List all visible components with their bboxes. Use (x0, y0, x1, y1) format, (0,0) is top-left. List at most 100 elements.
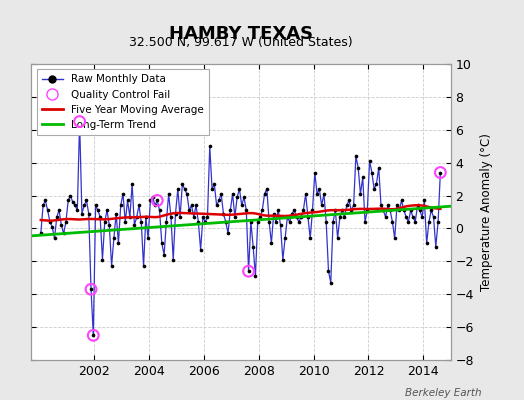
Point (384, 202, 392, 209)
Point (432, 243, 440, 250)
Point (297, 214, 305, 220)
Point (368, 169, 376, 176)
Point (91, 202, 100, 209)
Y-axis label: Temperature Anomaly (°C): Temperature Anomaly (°C) (479, 133, 493, 291)
Point (169, 256, 178, 263)
Point (333, 235, 342, 242)
Point (210, 181, 219, 187)
Point (64, 197, 72, 204)
Point (260, 191, 269, 197)
Point (379, 207, 387, 214)
Point (416, 207, 424, 214)
Point (244, 268, 253, 274)
Point (336, 214, 344, 220)
Point (224, 230, 232, 236)
Point (84, 210, 93, 217)
Point (237, 202, 246, 209)
Point (112, 210, 121, 217)
Point (338, 207, 346, 214)
Point (43, 207, 52, 214)
Point (281, 235, 289, 242)
Point (137, 219, 146, 225)
Point (358, 174, 367, 181)
Point (205, 143, 214, 150)
Point (315, 186, 323, 192)
Point (48, 224, 57, 230)
Point (244, 268, 253, 274)
Point (413, 202, 422, 209)
Point (133, 214, 141, 220)
Point (418, 214, 427, 220)
Point (217, 191, 225, 197)
Point (258, 207, 267, 214)
Point (176, 214, 184, 220)
Point (372, 181, 380, 187)
Point (57, 222, 66, 228)
Point (192, 202, 200, 209)
Point (290, 207, 299, 214)
Point (397, 197, 406, 204)
Point (39, 202, 47, 209)
Point (301, 191, 310, 197)
Point (267, 240, 276, 246)
Point (103, 207, 111, 214)
Point (390, 235, 399, 242)
Point (299, 207, 308, 214)
Point (148, 194, 157, 200)
Point (110, 235, 118, 242)
Point (215, 197, 223, 204)
Point (178, 181, 187, 187)
Point (247, 219, 255, 225)
Point (126, 214, 134, 220)
Point (228, 191, 237, 197)
Point (69, 199, 77, 205)
Point (249, 243, 257, 250)
Point (94, 207, 102, 214)
Point (436, 169, 444, 176)
Point (89, 332, 97, 338)
Point (304, 214, 312, 220)
Point (107, 263, 116, 270)
Point (354, 164, 363, 171)
Point (62, 219, 70, 225)
Point (96, 214, 104, 220)
Point (402, 214, 410, 220)
Point (82, 197, 91, 204)
Point (294, 219, 303, 225)
Point (269, 210, 278, 217)
Point (165, 191, 173, 197)
Point (55, 207, 63, 214)
Point (119, 191, 127, 197)
Point (135, 202, 143, 209)
Point (388, 219, 397, 225)
Point (144, 235, 152, 242)
Point (322, 219, 331, 225)
Point (407, 207, 415, 214)
Point (78, 210, 86, 217)
Point (263, 186, 271, 192)
Point (254, 219, 262, 225)
Point (187, 202, 195, 209)
Point (240, 194, 248, 200)
Point (73, 207, 82, 214)
Point (208, 186, 216, 192)
Point (265, 219, 274, 225)
Point (52, 214, 61, 220)
Point (345, 197, 353, 204)
Point (292, 214, 301, 220)
Point (326, 280, 335, 286)
Point (101, 219, 109, 225)
Point (180, 186, 189, 192)
Point (347, 207, 355, 214)
Point (386, 207, 395, 214)
Point (151, 202, 159, 209)
Point (80, 202, 89, 209)
Point (427, 207, 435, 214)
Point (429, 214, 438, 220)
Point (87, 286, 95, 292)
Point (219, 210, 227, 217)
Point (71, 202, 79, 209)
Point (196, 247, 205, 253)
Point (41, 197, 50, 204)
Point (242, 207, 250, 214)
